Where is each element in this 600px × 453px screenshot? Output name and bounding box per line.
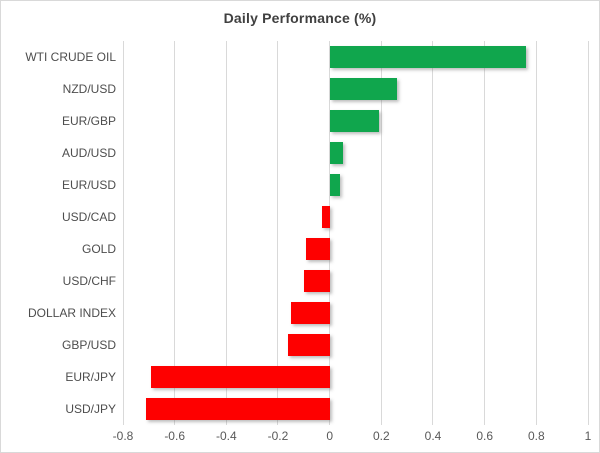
bar-usd-jpy <box>146 398 330 420</box>
category-label: EUR/JPY <box>65 370 116 384</box>
bar-gbp-usd <box>288 334 330 356</box>
gridline <box>122 41 124 425</box>
bar-aud-usd <box>329 142 343 164</box>
category-label: USD/CHF <box>62 274 116 288</box>
bar-gold <box>306 238 330 260</box>
category-label: GOLD <box>81 242 116 256</box>
category-label: AUD/USD <box>61 146 116 160</box>
gridline <box>329 41 331 425</box>
x-axis-tick-label: -0.6 <box>164 429 185 443</box>
plot-area <box>122 41 589 425</box>
x-axis-tick-label: 0.2 <box>372 429 390 443</box>
x-axis-tick-label: -0.2 <box>267 429 289 443</box>
category-label: NZD/USD <box>62 82 116 96</box>
category-label: USD/JPY <box>65 402 116 416</box>
x-axis-tick-label: -0.4 <box>215 429 237 443</box>
gridline <box>484 41 486 425</box>
x-axis-tick-label: -0.8 <box>112 429 134 443</box>
bar-nzd-usd <box>329 78 397 100</box>
gridline <box>587 41 589 425</box>
category-label: DOLLAR INDEX <box>27 306 116 320</box>
category-label: WTI CRUDE OIL <box>25 50 116 64</box>
category-label: GBP/USD <box>61 338 116 352</box>
gridline <box>535 41 537 425</box>
bar-eur-jpy <box>151 366 330 388</box>
x-axis: -0.8 -0.6 -0.4 -0.2 0 0.2 0.4 0.6 0.8 1 <box>113 429 592 445</box>
x-axis-tick-label: 1 <box>584 429 592 443</box>
gridline <box>380 41 382 425</box>
bar-dollar-index <box>290 302 330 324</box>
bar-usd-chf <box>303 270 330 292</box>
bar-eur-usd <box>329 174 340 196</box>
category-label: EUR/USD <box>61 178 116 192</box>
bar-wti-crude-oil <box>329 46 526 68</box>
gridline <box>277 41 279 425</box>
gridline <box>225 41 227 425</box>
bar-usd-cad <box>321 206 330 228</box>
x-axis-tick-label: 0 <box>326 429 333 443</box>
category-label: EUR/GBP <box>61 114 116 128</box>
y-axis-labels: WTI CRUDE OIL NZD/USD EUR/GBP AUD/USD EUR/US… <box>1 41 116 425</box>
gridline <box>174 41 176 425</box>
chart-title: Daily Performance (%) <box>223 10 377 26</box>
x-axis-tick-label: 0.4 <box>424 429 442 443</box>
gridline <box>432 41 434 425</box>
x-axis-tick-label: 0.8 <box>527 429 545 443</box>
x-axis-tick-label: 0.6 <box>476 429 493 443</box>
category-label: USD/CAD <box>61 210 116 224</box>
bar-eur-gbp <box>329 110 379 132</box>
